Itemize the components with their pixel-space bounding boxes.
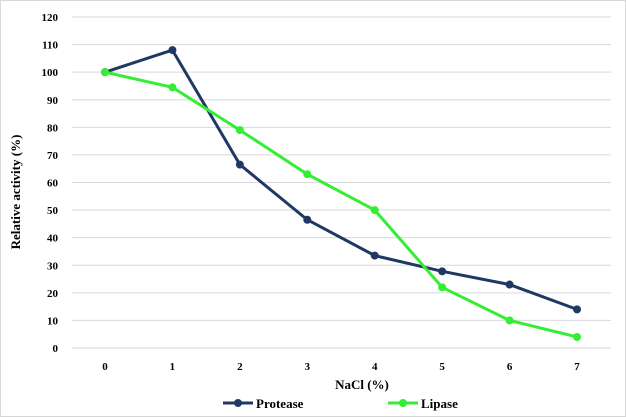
- y-axis-label: Relative activity (%): [8, 135, 23, 250]
- protease-line: [104, 48, 578, 311]
- lipase-point: [101, 68, 109, 77]
- y-tick-label: 90: [47, 95, 59, 107]
- y-tick-label: 50: [47, 205, 59, 217]
- protease-point: [573, 305, 581, 314]
- x-tick-labels: 0 1 2 3 4 5 6 7: [102, 361, 580, 373]
- protease-point: [168, 46, 177, 55]
- lipase-point: [168, 83, 177, 92]
- legend-protease-label: Protease: [256, 396, 304, 411]
- protease-point: [303, 215, 312, 224]
- x-tick-label: 3: [305, 361, 311, 373]
- lipase-point: [438, 283, 447, 292]
- y-tick-label: 60: [47, 178, 59, 190]
- x-tick-label: 0: [102, 361, 108, 373]
- legend-lipase-marker: [399, 399, 407, 407]
- y-tick-label: 40: [47, 233, 59, 245]
- protease-point: [505, 280, 514, 289]
- y-tick-label: 0: [53, 343, 59, 355]
- legend-lipase-label: Lipase: [421, 396, 458, 411]
- y-tick-label: 120: [42, 12, 59, 24]
- x-tick-label: 4: [372, 361, 378, 373]
- x-tick-label: 6: [507, 361, 513, 373]
- protease-point: [438, 267, 447, 276]
- legend: Protease Lipase: [223, 396, 458, 411]
- x-tick-label: 2: [237, 361, 243, 373]
- protease-point: [370, 251, 379, 260]
- y-tick-label: 100: [42, 67, 59, 79]
- y-tick-label: 70: [47, 150, 59, 162]
- x-tick-label: 1: [170, 361, 176, 373]
- x-tick-label: 5: [439, 361, 445, 373]
- lipase-line: [104, 70, 578, 339]
- lipase-point: [235, 126, 244, 135]
- y-tick-label: 10: [47, 315, 59, 327]
- series-lines: [101, 46, 581, 341]
- lipase-point: [505, 316, 514, 325]
- y-tick-label: 80: [47, 122, 59, 134]
- gridlines: [72, 16, 611, 349]
- x-tick-label: 7: [574, 361, 580, 373]
- y-tick-label: 30: [47, 260, 59, 272]
- lipase-point: [573, 332, 581, 341]
- lipase-point: [370, 206, 379, 215]
- protease-point: [235, 160, 244, 169]
- y-tick-label: 110: [42, 40, 58, 52]
- y-tick-labels: 0 10 20 30 40 50 60 70 80 90 100 110 120: [42, 12, 59, 355]
- lipase-point: [303, 170, 312, 179]
- x-axis-label: NaCl (%): [335, 377, 389, 392]
- y-tick-label: 20: [47, 288, 59, 300]
- legend-protease-marker: [234, 399, 242, 407]
